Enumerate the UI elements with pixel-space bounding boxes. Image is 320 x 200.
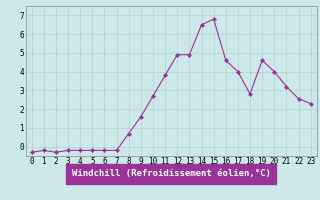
X-axis label: Windchill (Refroidissement éolien,°C): Windchill (Refroidissement éolien,°C) [72,169,271,178]
